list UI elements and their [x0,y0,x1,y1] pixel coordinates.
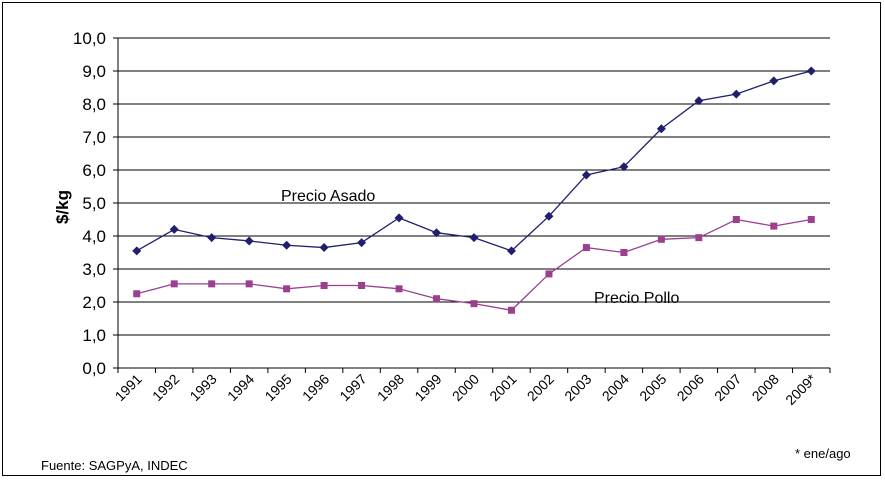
data-point [732,216,740,223]
data-point [545,270,553,278]
data-point [807,216,815,223]
data-point [469,233,479,243]
x-tick-label: 2002 [524,371,557,404]
x-tick-label: 2001 [486,371,519,404]
x-tick-label: 2007 [711,371,744,404]
y-tick-label: 4,0 [82,227,106,246]
x-tick-label: 1993 [186,371,219,404]
data-point [358,282,366,289]
y-tick-label: 0,0 [82,359,106,378]
data-point [770,222,778,230]
data-point [208,280,216,288]
data-point [806,66,816,76]
data-point [133,290,141,298]
data-point [244,236,254,246]
data-point [731,89,741,99]
data-point [506,246,516,256]
data-point [282,240,292,250]
y-tick-label: 1,0 [82,326,106,345]
data-point [132,246,142,256]
y-axis-label: $/kg [53,190,72,224]
data-point [320,282,328,289]
grid-lines [118,37,830,336]
source-note: Fuente: SAGPyA, INDEC [41,458,188,473]
data-point [544,211,554,221]
data-point [433,295,441,303]
x-tick-label: 2004 [599,371,632,404]
x-tick-label: 2000 [449,371,482,404]
x-tick-labels: 1991 1992 1993 1994 1995 1996 1997 1998 1999 2000… [112,370,820,408]
x-tick-label: 1992 [149,371,182,404]
data-point [620,249,628,256]
y-tick-label: 2,0 [82,293,106,312]
data-point [245,280,253,288]
x-tick-label: 2008 [749,371,782,404]
y-tick-label: 8,0 [82,95,106,114]
data-point [581,170,591,180]
axes [113,37,831,373]
y-tick-label: 3,0 [82,260,106,279]
series-line [136,70,812,252]
data-point [283,285,291,293]
data-point [170,280,178,288]
data-point [319,243,329,253]
x-tick-label: 1991 [112,371,145,404]
x-tick-label: 1996 [299,371,332,404]
data-point [169,224,179,234]
x-tick-label: 1995 [261,371,294,404]
x-tick-label: 1999 [411,371,444,404]
series-layer [132,66,816,314]
x-tick-label: 2005 [636,371,669,404]
y-tick-label: 5,0 [82,194,106,213]
data-point [470,300,478,308]
data-point [619,162,629,172]
series-precio-pollo [133,216,815,314]
data-point [394,213,404,223]
data-point [507,306,515,314]
x-tick-label: 2003 [561,371,594,404]
annotation-precio-pollo: Precio Pollo [594,290,679,307]
annotation-precio-asado: Precio Asado [281,188,375,205]
x-tick-label: 2006 [674,371,707,404]
y-tick-label: 10,0 [73,29,106,48]
data-point [694,96,704,106]
x-tick-label: 1997 [336,371,369,404]
y-tick-label: 7,0 [82,128,106,147]
data-point [656,124,666,134]
data-point [357,238,367,248]
data-point [432,228,442,238]
x-tick-label: 1994 [224,371,257,404]
x-tick-label: 1998 [374,371,407,404]
data-point [657,235,665,243]
series-precio-asado [132,66,816,256]
y-tick-label: 6,0 [82,161,106,180]
footnote: * ene/ago [795,446,851,461]
data-point [582,244,590,252]
y-tick-labels: 0,0 1,0 2,0 3,0 4,0 5,0 6,0 7,0 8,0 9,0 10,0 [73,29,106,378]
series-line [136,218,812,311]
data-point [769,76,779,86]
y-tick-label: 9,0 [82,62,106,81]
x-tick-label: 2009* [782,370,820,408]
data-point [207,233,217,243]
data-point [395,285,403,293]
data-point [695,234,703,242]
